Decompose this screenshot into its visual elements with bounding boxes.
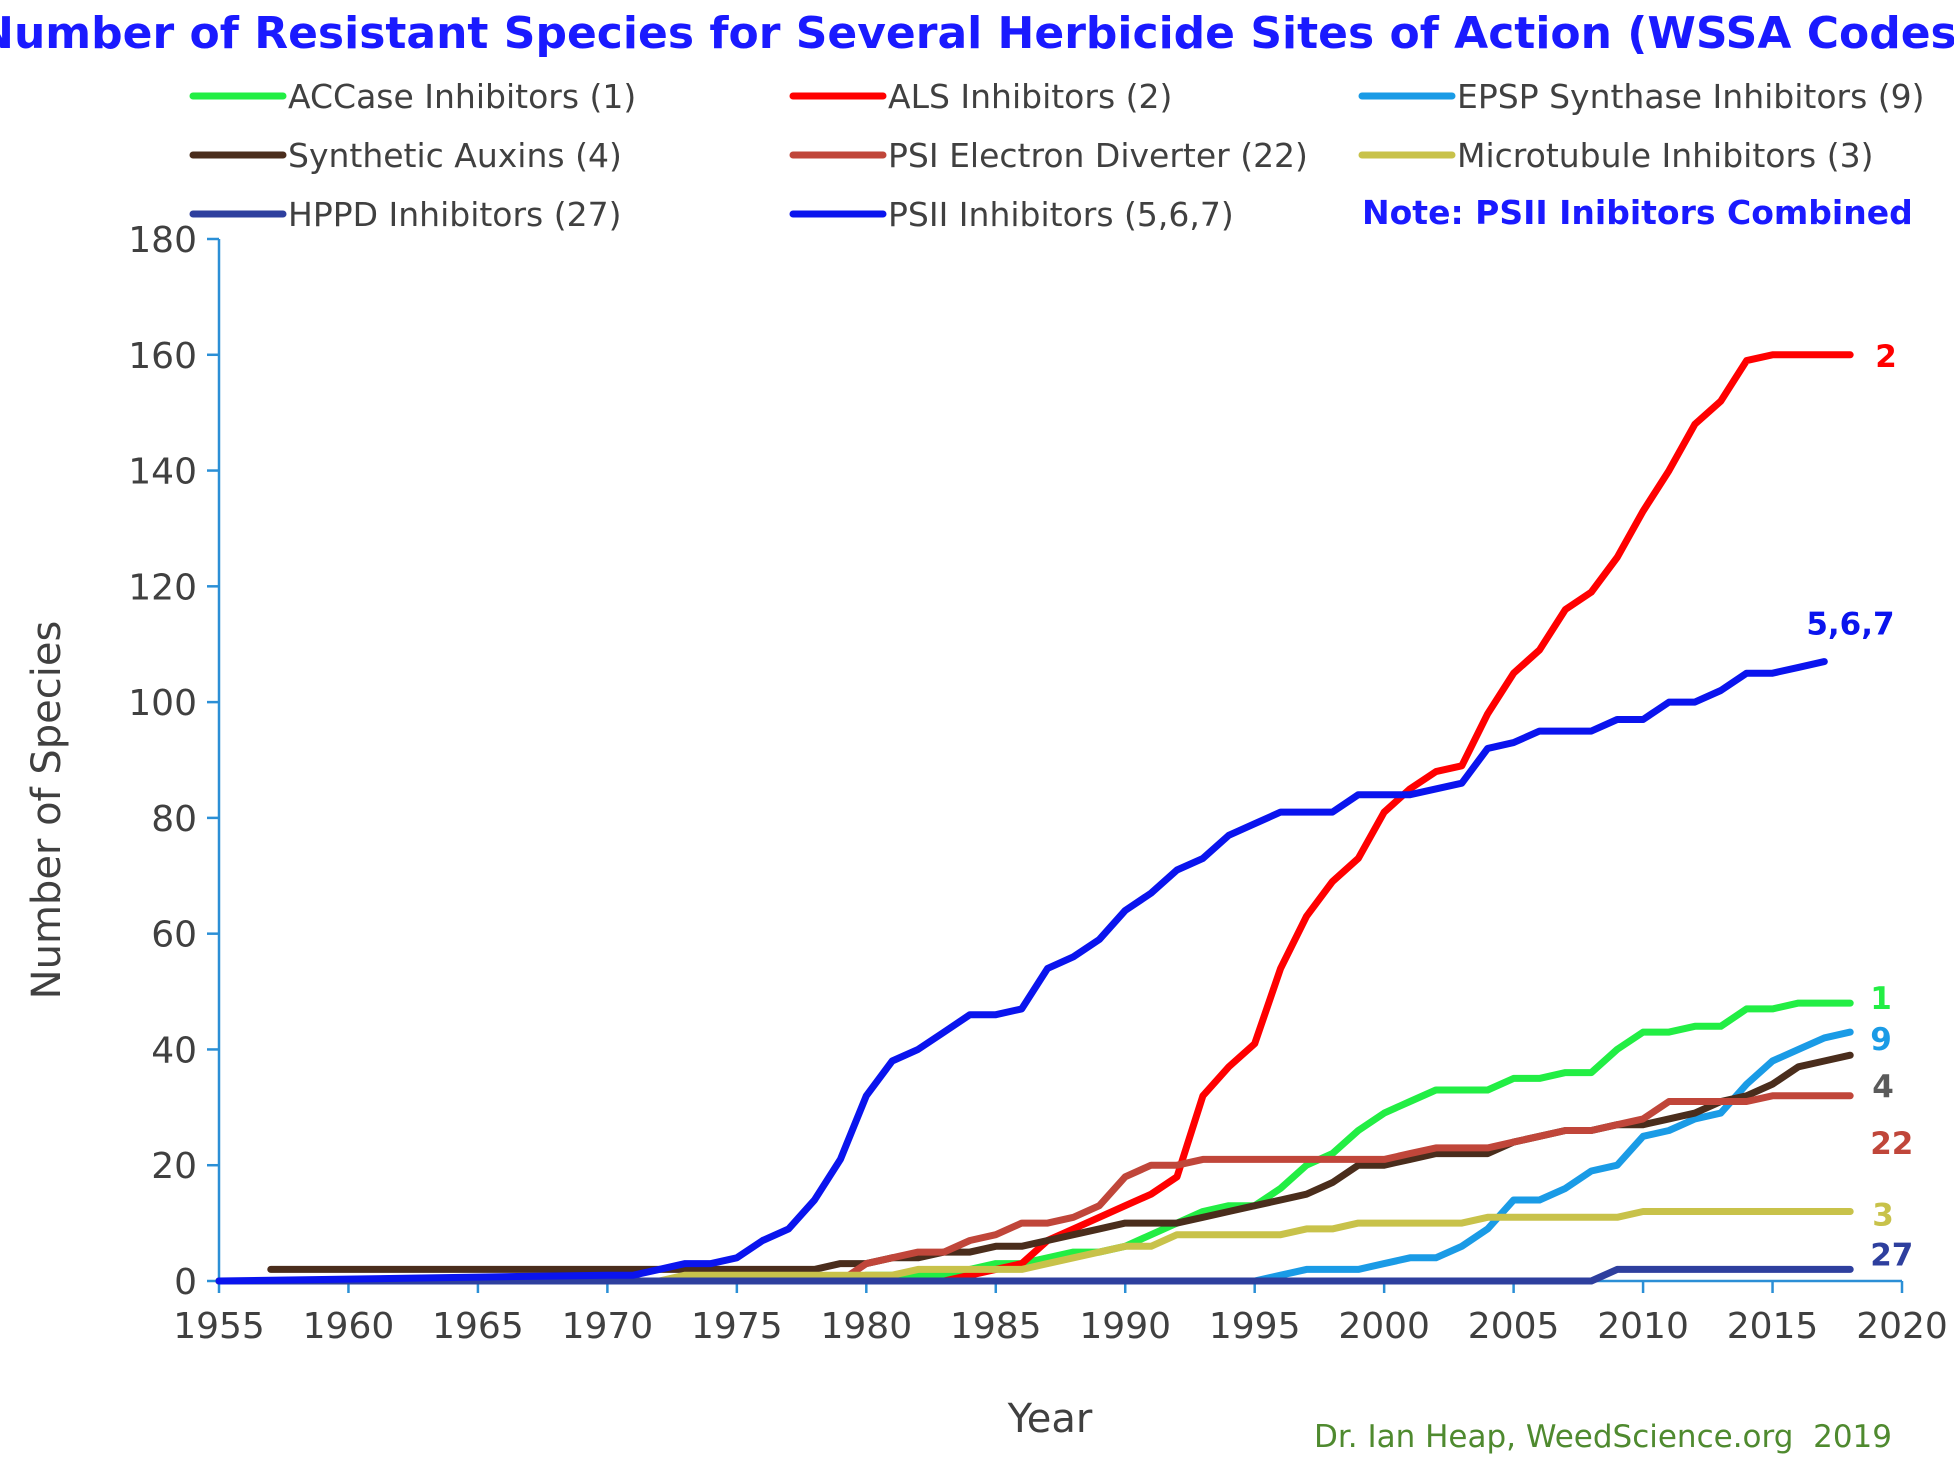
series-end-label: 1	[1870, 981, 1892, 1017]
legend-entry: ALS Inhibitors (2)	[888, 77, 1172, 116]
credit-text: Dr. Ian Heap, WeedScience.org 2019	[1314, 1419, 1892, 1455]
series-line	[215, 1028, 1854, 1285]
legend-entry: PSII Inhibitors (5,6,7)	[888, 195, 1234, 234]
y-tick-label: 140	[128, 452, 197, 493]
series-line	[215, 351, 1854, 1285]
axes: 0 20 40 60 80 100 120 140 160 180 1955 1960 1965 1970…	[128, 220, 1948, 1347]
x-tick-label: 1975	[691, 1306, 783, 1347]
series-lines	[215, 351, 1854, 1285]
x-tick-label: 2010	[1597, 1306, 1689, 1347]
x-tick-label: 1955	[173, 1306, 265, 1347]
y-tick-label: 40	[151, 1030, 197, 1071]
series-end-label: 9	[1870, 1022, 1892, 1058]
y-tick-label: 0	[174, 1262, 197, 1303]
y-tick-label: 80	[151, 799, 197, 840]
x-tick-label: 2015	[1727, 1306, 1819, 1347]
series-end-label: 2	[1875, 339, 1897, 375]
series-line	[267, 1051, 1854, 1273]
series-end-label: 5,6,7	[1806, 607, 1894, 643]
legend-entry: Synthetic Auxins (4)	[288, 136, 622, 175]
series-line	[215, 1208, 1854, 1285]
y-tick-label: 180	[128, 220, 197, 261]
x-tick-label: 1985	[950, 1306, 1042, 1347]
x-tick-label: 1995	[1209, 1306, 1301, 1347]
series-line	[215, 1092, 1854, 1285]
x-tick-label: 2000	[1338, 1306, 1430, 1347]
series-line	[215, 658, 1828, 1285]
series-end-label: 27	[1870, 1237, 1913, 1273]
legend-entry: Microtubule Inhibitors (3)	[1457, 136, 1873, 175]
x-tick-label: 1965	[432, 1306, 524, 1347]
legend-entry: ACCase Inhibitors (1)	[288, 77, 636, 116]
y-axis-label: Number of Species	[24, 621, 70, 1000]
y-tick-label: 120	[128, 567, 197, 608]
series-line	[215, 999, 1854, 1285]
x-tick-label: 2005	[1468, 1306, 1560, 1347]
x-tick-label: 1980	[820, 1306, 912, 1347]
legend-entry: PSI Electron Diverter (22)	[888, 136, 1308, 175]
x-tick-label: 1970	[562, 1306, 654, 1347]
x-tick-label: 2020	[1856, 1306, 1948, 1347]
legend-entry: EPSP Synthase Inhibitors (9)	[1457, 77, 1925, 116]
y-tick-label: 160	[128, 336, 197, 377]
x-axis-label: Year	[1007, 1396, 1093, 1442]
y-tick-label: 100	[128, 683, 197, 724]
x-tick-label: 1960	[303, 1306, 395, 1347]
legend-entry: HPPD Inhibitors (27)	[288, 195, 621, 234]
legend: ACCase Inhibitors (1) ALS Inhibitors (2) E…	[189, 77, 1925, 234]
legend-note: Note: PSII Inibitors Combined	[1362, 193, 1913, 232]
series-end-label: 3	[1872, 1198, 1894, 1234]
end-labels: 1 2 9 4 22 327 5,6,7	[1806, 339, 1913, 1274]
x-tick-label: 1990	[1079, 1306, 1171, 1347]
series-end-label: 4	[1872, 1069, 1894, 1105]
series-line	[215, 1265, 1854, 1285]
series-end-label: 22	[1870, 1126, 1913, 1162]
y-tick-label: 60	[151, 915, 197, 956]
y-tick-label: 20	[151, 1146, 197, 1187]
chart-title: Number of Resistant Species for Several …	[0, 8, 1954, 59]
